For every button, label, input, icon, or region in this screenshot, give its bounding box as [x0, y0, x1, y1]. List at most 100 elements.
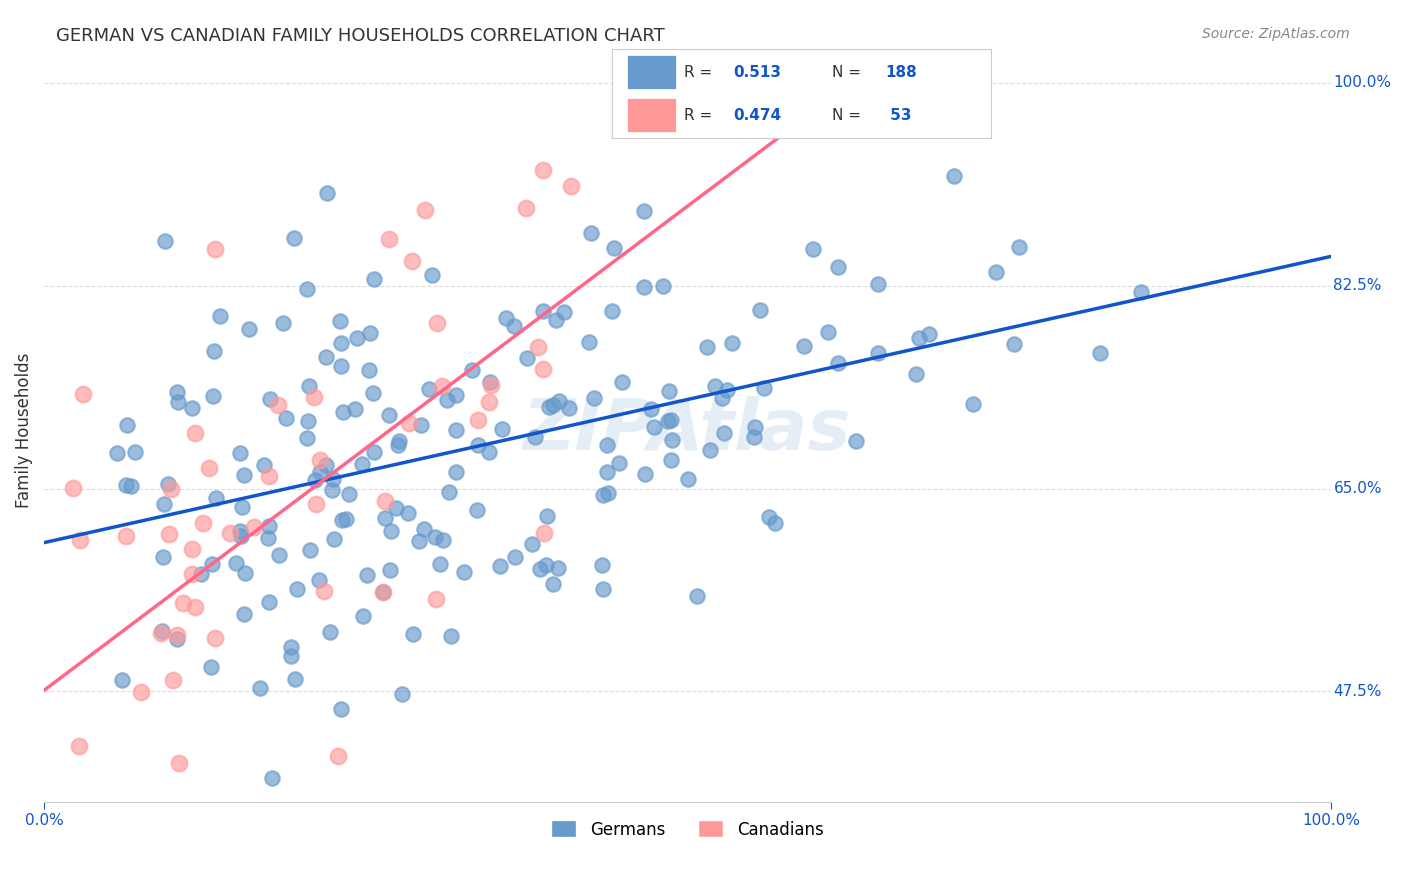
Point	[238, 321, 260, 335]
Point	[316, 186, 339, 201]
Point	[527, 340, 550, 354]
Point	[259, 392, 281, 407]
Point	[439, 484, 461, 499]
Point	[232, 607, 254, 621]
Point	[201, 389, 224, 403]
Point	[200, 659, 222, 673]
Point	[374, 493, 396, 508]
Point	[190, 566, 212, 581]
Point	[413, 522, 436, 536]
Point	[420, 268, 443, 282]
Point	[529, 562, 551, 576]
Point	[72, 822, 94, 836]
Point	[531, 303, 554, 318]
Point	[219, 526, 242, 541]
Point	[157, 526, 180, 541]
Point	[596, 438, 619, 452]
Point	[150, 626, 173, 640]
Text: R =: R =	[683, 108, 717, 122]
Point	[115, 417, 138, 432]
Point	[380, 524, 402, 538]
Point	[579, 226, 602, 240]
Point	[558, 401, 581, 415]
Point	[426, 317, 449, 331]
Point	[271, 317, 294, 331]
Point	[657, 414, 679, 428]
Point	[205, 491, 228, 505]
Text: 82.5%: 82.5%	[1333, 278, 1382, 293]
Point	[633, 467, 655, 481]
Point	[304, 473, 326, 487]
Point	[541, 398, 564, 412]
Point	[591, 558, 613, 572]
Point	[765, 53, 787, 67]
Text: ZIPAtlas: ZIPAtlas	[523, 396, 852, 465]
Point	[845, 434, 868, 448]
Point	[166, 628, 188, 642]
Point	[478, 444, 501, 458]
Point	[233, 468, 256, 483]
Point	[801, 242, 824, 256]
Point	[357, 363, 380, 377]
Point	[413, 202, 436, 217]
Text: 47.5%: 47.5%	[1333, 684, 1382, 699]
Point	[408, 534, 430, 549]
Point	[547, 561, 569, 575]
Point	[332, 405, 354, 419]
Point	[363, 385, 385, 400]
Point	[411, 417, 433, 432]
Point	[231, 500, 253, 514]
Point	[716, 383, 738, 397]
Point	[744, 420, 766, 434]
Point	[202, 343, 225, 358]
Text: N =: N =	[832, 108, 866, 122]
Point	[308, 573, 330, 587]
Point	[402, 627, 425, 641]
Point	[467, 503, 489, 517]
Point	[391, 686, 413, 700]
Point	[315, 458, 337, 472]
Point	[522, 537, 544, 551]
Point	[371, 585, 394, 599]
Text: 65.0%: 65.0%	[1333, 481, 1382, 496]
Point	[352, 458, 374, 472]
Point	[659, 453, 682, 467]
Point	[425, 530, 447, 544]
Point	[305, 497, 328, 511]
Point	[440, 629, 463, 643]
Point	[274, 411, 297, 425]
Point	[491, 422, 513, 436]
Point	[380, 563, 402, 577]
Point	[115, 478, 138, 492]
Point	[115, 528, 138, 542]
Point	[308, 465, 330, 479]
Point	[1002, 336, 1025, 351]
Point	[253, 458, 276, 472]
Point	[711, 391, 734, 405]
Point	[259, 469, 281, 483]
Point	[72, 387, 94, 401]
Point	[763, 516, 786, 530]
Point	[643, 420, 665, 434]
Point	[181, 542, 204, 557]
Point	[907, 331, 929, 345]
Point	[269, 548, 291, 562]
Text: 0.513: 0.513	[733, 65, 782, 79]
Text: N =: N =	[832, 65, 866, 79]
Point	[180, 566, 202, 581]
Point	[124, 444, 146, 458]
Point	[696, 340, 718, 354]
Point	[229, 445, 252, 459]
Point	[817, 325, 839, 339]
Point	[633, 204, 655, 219]
Point	[309, 452, 332, 467]
Point	[329, 702, 352, 716]
Point	[918, 326, 941, 341]
Point	[495, 311, 517, 326]
Point	[359, 326, 381, 340]
Point	[444, 388, 467, 402]
Point	[229, 524, 252, 538]
Point	[1129, 285, 1152, 299]
Point	[467, 438, 489, 452]
Point	[652, 278, 675, 293]
